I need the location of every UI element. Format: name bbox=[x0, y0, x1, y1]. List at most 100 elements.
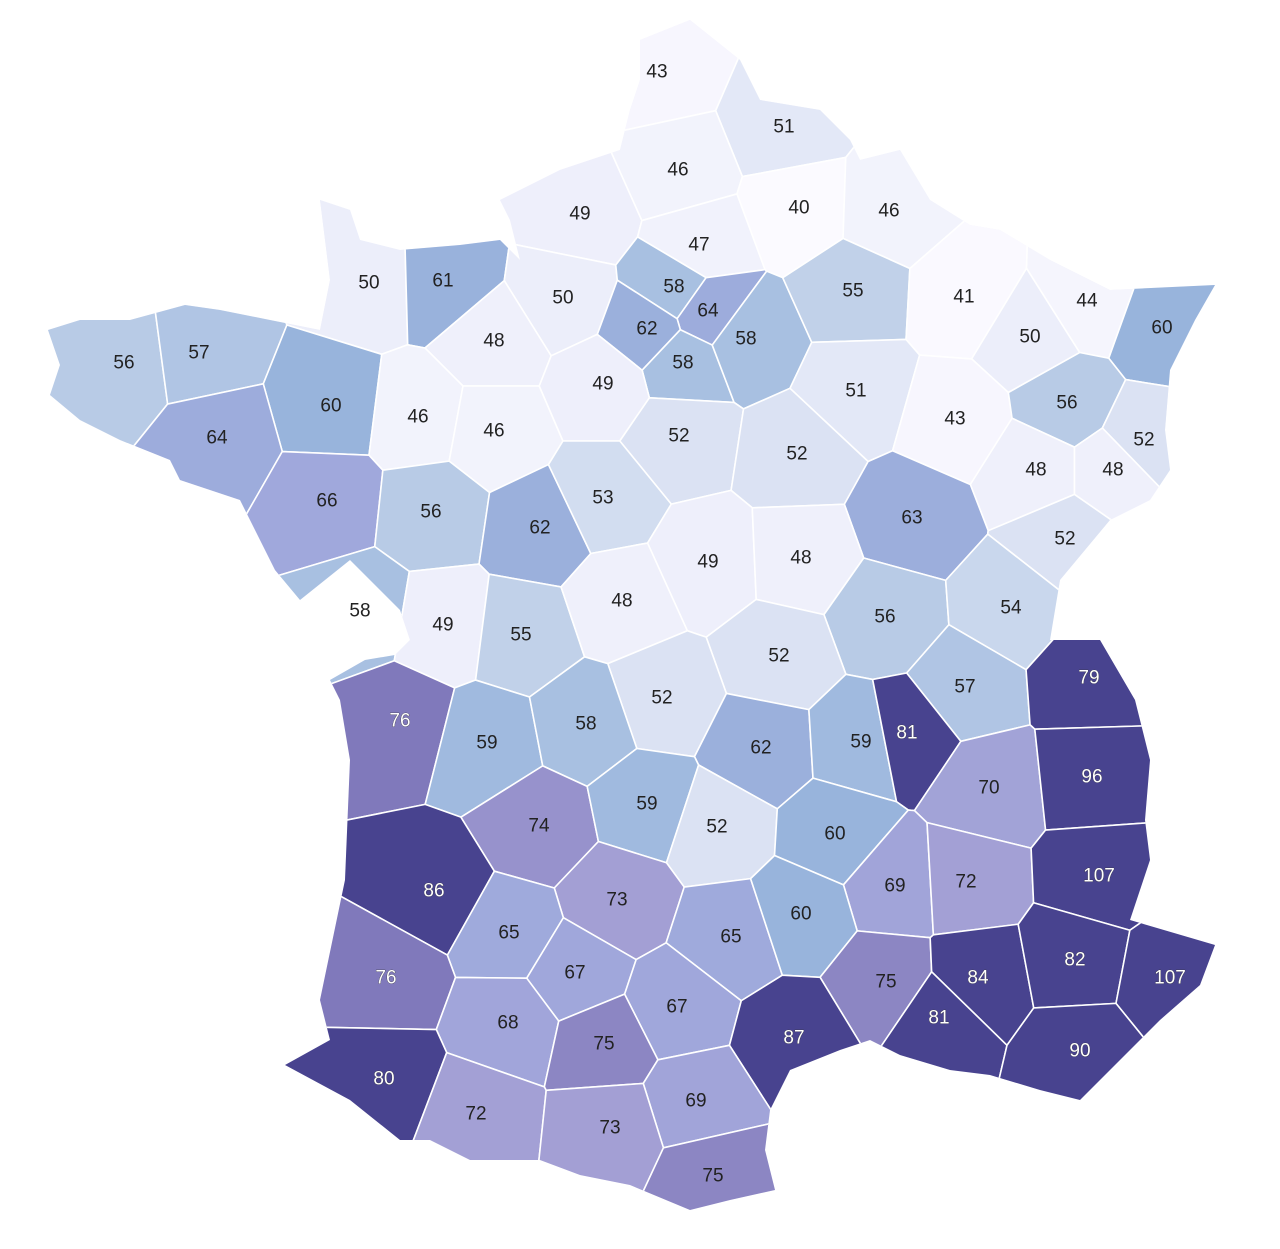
department-region[interactable] bbox=[152, 0, 409, 356]
department-value-label: 61 bbox=[432, 271, 453, 292]
department-value-label: 87 bbox=[783, 1028, 804, 1049]
department-value-label: 46 bbox=[407, 407, 428, 428]
department-value-label: 51 bbox=[845, 381, 866, 402]
department-value-label: 58 bbox=[735, 329, 756, 350]
department-value-label: 52 bbox=[706, 817, 727, 838]
department-value-label: 47 bbox=[688, 235, 709, 256]
department-value-label: 49 bbox=[592, 374, 613, 395]
department-value-label: 86 bbox=[423, 881, 444, 902]
department-value-label: 46 bbox=[878, 201, 899, 222]
department-region[interactable] bbox=[528, 1082, 665, 1249]
department-value-label: 75 bbox=[593, 1034, 614, 1055]
department-value-label: 57 bbox=[188, 343, 209, 364]
department-value-label: 73 bbox=[606, 890, 627, 911]
department-value-label: 57 bbox=[954, 677, 975, 698]
department-value-label: 43 bbox=[944, 409, 965, 430]
department-value-label: 56 bbox=[113, 353, 134, 374]
department-region[interactable] bbox=[0, 382, 284, 764]
department-region[interactable] bbox=[1025, 585, 1280, 730]
department-value-label: 52 bbox=[1054, 529, 1075, 550]
department-value-label: 50 bbox=[358, 273, 379, 294]
department-value-label: 49 bbox=[432, 615, 453, 636]
department-value-label: 46 bbox=[483, 421, 504, 442]
department-value-label: 59 bbox=[636, 794, 657, 815]
department-value-label: 49 bbox=[569, 204, 590, 225]
department-value-label: 79 bbox=[1078, 668, 1099, 689]
department-value-label: 49 bbox=[697, 552, 718, 573]
department-value-label: 76 bbox=[389, 711, 410, 732]
department-value-label: 58 bbox=[663, 277, 684, 298]
department-value-label: 73 bbox=[599, 1118, 620, 1139]
department-value-label: 41 bbox=[953, 287, 974, 308]
department-value-label: 84 bbox=[967, 968, 989, 989]
department-value-label: 68 bbox=[497, 1013, 518, 1034]
department-value-label: 48 bbox=[790, 548, 811, 569]
department-value-label: 48 bbox=[1102, 460, 1123, 481]
department-value-label: 62 bbox=[529, 518, 550, 539]
department-region[interactable] bbox=[0, 545, 411, 805]
department-value-label: 58 bbox=[672, 353, 693, 374]
department-value-label: 69 bbox=[884, 876, 905, 897]
department-value-label: 65 bbox=[498, 923, 519, 944]
department-value-label: 67 bbox=[666, 997, 687, 1018]
department-value-label: 52 bbox=[651, 688, 672, 709]
department-value-label: 56 bbox=[1056, 393, 1077, 414]
department-value-label: 60 bbox=[1151, 318, 1172, 339]
department-region[interactable] bbox=[714, 0, 973, 178]
department-value-label: 62 bbox=[750, 738, 771, 759]
department-value-label: 96 bbox=[1081, 767, 1102, 788]
department-value-label: 52 bbox=[1133, 430, 1154, 451]
department-value-label: 56 bbox=[420, 502, 441, 523]
department-value-label: 40 bbox=[788, 198, 809, 219]
department-value-label: 60 bbox=[790, 904, 811, 925]
department-value-label: 59 bbox=[476, 733, 497, 754]
department-value-label: 52 bbox=[786, 444, 807, 465]
department-value-label: 66 bbox=[316, 491, 337, 512]
department-value-label: 52 bbox=[668, 426, 689, 447]
department-value-label: 67 bbox=[564, 963, 585, 984]
department-value-label: 60 bbox=[824, 824, 845, 845]
department-region[interactable] bbox=[1073, 427, 1262, 594]
department-value-label: 51 bbox=[773, 117, 794, 138]
department-value-label: 44 bbox=[1076, 291, 1098, 312]
department-value-label: 48 bbox=[1025, 460, 1046, 481]
department-value-label: 55 bbox=[510, 625, 531, 646]
department-value-label: 74 bbox=[528, 816, 550, 837]
department-value-label: 81 bbox=[896, 723, 917, 744]
department-value-label: 80 bbox=[373, 1069, 394, 1090]
department-value-label: 81 bbox=[928, 1008, 949, 1029]
department-value-label: 69 bbox=[685, 1091, 706, 1112]
department-region[interactable] bbox=[0, 0, 169, 613]
department-value-label: 60 bbox=[320, 396, 341, 417]
department-value-label: 63 bbox=[901, 508, 922, 529]
department-value-label: 64 bbox=[206, 428, 228, 449]
department-value-label: 48 bbox=[611, 591, 632, 612]
department-value-label: 54 bbox=[1000, 598, 1022, 619]
department-value-label: 62 bbox=[636, 319, 657, 340]
department-value-label: 50 bbox=[1019, 327, 1040, 348]
department-value-label: 75 bbox=[702, 1166, 723, 1187]
department-value-label: 50 bbox=[552, 288, 573, 309]
department-value-label: 72 bbox=[465, 1104, 486, 1125]
department-value-label: 52 bbox=[768, 646, 789, 667]
department-value-label: 53 bbox=[592, 488, 613, 509]
department-value-label: 59 bbox=[850, 732, 871, 753]
department-value-label: 76 bbox=[375, 968, 396, 989]
department-region[interactable] bbox=[402, 25, 643, 266]
department-value-label: 46 bbox=[667, 160, 688, 181]
department-value-label: 58 bbox=[349, 601, 370, 622]
department-value-label: 70 bbox=[978, 778, 999, 799]
department-value-label: 58 bbox=[575, 714, 596, 735]
department-region[interactable] bbox=[1107, 0, 1280, 406]
department-region[interactable] bbox=[0, 1020, 448, 1249]
department-value-label: 90 bbox=[1069, 1041, 1090, 1062]
department-value-label: 65 bbox=[720, 927, 741, 948]
department-value-label: 107 bbox=[1154, 968, 1186, 989]
department-region[interactable] bbox=[1034, 720, 1280, 831]
department-value-label: 55 bbox=[842, 281, 863, 302]
department-value-label: 75 bbox=[875, 972, 896, 993]
department-value-label: 43 bbox=[646, 62, 667, 83]
department-value-label: 64 bbox=[697, 301, 719, 322]
department-value-label: 72 bbox=[955, 872, 976, 893]
